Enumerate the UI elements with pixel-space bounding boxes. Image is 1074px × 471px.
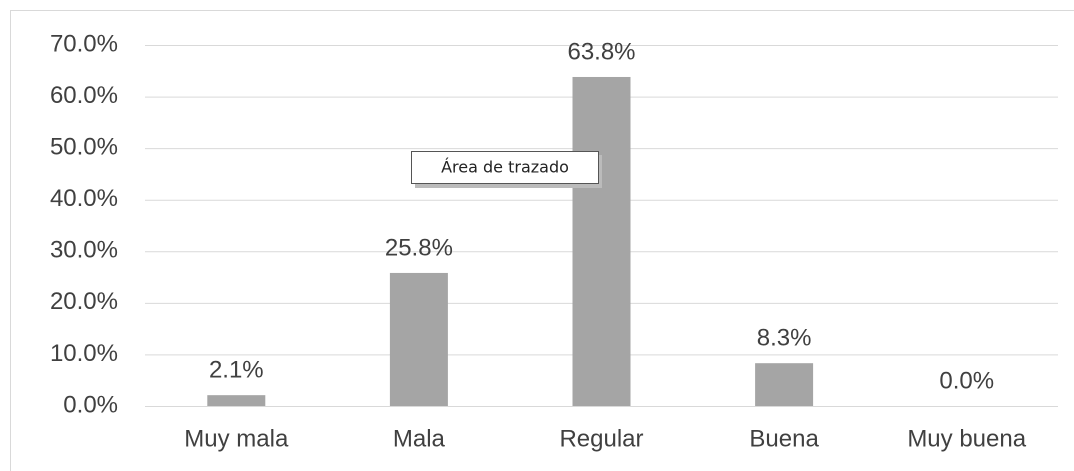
y-tick-label: 50.0% xyxy=(50,133,118,160)
chart-border xyxy=(10,10,1074,471)
data-label: 2.1% xyxy=(209,357,264,384)
y-tick-label: 70.0% xyxy=(50,30,118,57)
data-label: 25.8% xyxy=(385,234,453,261)
x-tick-label: Mala xyxy=(393,425,446,452)
x-tick-label: Muy buena xyxy=(907,425,1026,452)
bar xyxy=(572,76,631,406)
y-tick-label: 10.0% xyxy=(50,340,118,367)
bar xyxy=(389,272,448,406)
bar xyxy=(207,395,266,406)
tooltip: Área de trazado xyxy=(411,151,602,188)
y-tick-label: 30.0% xyxy=(50,237,118,264)
y-tick-label: 20.0% xyxy=(50,288,118,315)
x-tick-label: Muy mala xyxy=(184,425,289,452)
data-label: 8.3% xyxy=(757,325,812,352)
data-label: 63.8% xyxy=(567,38,635,65)
tooltip-box xyxy=(411,151,599,184)
x-tick-label: Regular xyxy=(559,425,643,452)
data-label: 0.0% xyxy=(939,367,994,394)
tooltip-text: Área de trazado xyxy=(441,158,569,177)
y-tick-label: 0.0% xyxy=(63,391,118,418)
y-tick-label: 40.0% xyxy=(50,185,118,212)
y-tick-label: 60.0% xyxy=(50,82,118,109)
x-tick-label: Buena xyxy=(749,425,819,452)
bar xyxy=(755,363,814,406)
